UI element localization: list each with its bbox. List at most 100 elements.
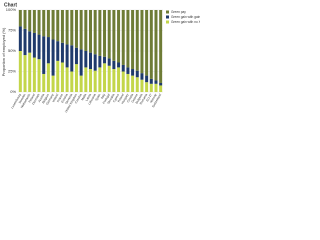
bar-segment	[37, 10, 41, 35]
bar-segment	[117, 62, 121, 68]
bar-segment	[89, 10, 92, 53]
bar-segment	[131, 69, 135, 76]
bar-segment	[46, 37, 50, 64]
bar-segment	[112, 60, 116, 70]
x-tick-label: Luxembourg	[10, 93, 22, 110]
bar-segment	[23, 10, 27, 29]
x-tick-label: Slovakia	[106, 93, 115, 105]
bar-segment	[74, 10, 78, 48]
chart-title: Chart	[4, 2, 17, 8]
bar-segment	[140, 79, 144, 92]
x-tick-label: Slovenia	[64, 93, 73, 105]
bar-segment	[42, 10, 46, 37]
legend-label: Green pay	[171, 10, 186, 14]
x-tick-label: Greece	[130, 93, 139, 104]
bar-segment	[145, 82, 149, 92]
x-tick-label: Netherlands	[20, 92, 32, 108]
x-tick-label: Austria	[37, 93, 45, 103]
bar-segment	[103, 10, 107, 57]
bar-segment	[89, 69, 92, 92]
x-tick-label: Italy	[100, 92, 106, 99]
bar-segment	[79, 49, 83, 76]
bar-segment	[79, 75, 83, 92]
bar-segment	[23, 55, 27, 92]
y-axis-label: Proportion of employed (%)	[1, 27, 6, 76]
x-tick-label: Germany	[45, 92, 55, 105]
bar-segment	[126, 67, 130, 74]
bar-segment	[131, 10, 135, 70]
bar-segment	[117, 67, 121, 92]
x-tick-label: Latvia	[85, 93, 93, 102]
bar-segment	[103, 63, 107, 92]
bar-segment	[84, 10, 88, 51]
bar-segment	[42, 36, 46, 74]
bar-segment	[93, 10, 97, 55]
bar-segment	[135, 77, 139, 92]
bar-segment	[121, 64, 125, 72]
bar-segment	[60, 42, 64, 63]
bar-segment	[65, 10, 69, 45]
bar-segment	[51, 75, 55, 92]
bar-segment	[32, 32, 36, 58]
bar-segment	[23, 28, 27, 56]
bar-segment	[65, 44, 69, 68]
bar-segment	[70, 45, 74, 72]
bar-segment	[98, 10, 102, 56]
bar-segment	[56, 10, 60, 42]
x-tick-label: Norway	[149, 92, 158, 103]
bar-segment	[60, 10, 64, 43]
x-tick-label: France	[56, 93, 64, 103]
bar-segment	[135, 70, 139, 78]
x-tick-label: Ireland	[51, 93, 59, 103]
bar-segment	[154, 83, 158, 92]
bar-segment	[70, 10, 74, 46]
legend-swatch	[166, 10, 169, 14]
bar-segment	[131, 75, 135, 92]
bar-segment	[159, 82, 163, 86]
bar-segment	[93, 54, 97, 71]
x-tick-label: Portugal	[102, 93, 111, 105]
y-tick-label: 25%	[8, 69, 16, 74]
bar-segment	[126, 10, 130, 68]
bar-segment	[126, 73, 130, 92]
x-tick-label: Lithuania	[87, 93, 97, 106]
x-tick-label: Finland	[28, 93, 37, 104]
bar-segment	[84, 67, 88, 92]
bar-segment	[112, 10, 116, 61]
bar-segment	[46, 10, 50, 38]
legend-label: Green gain with gain	[171, 15, 200, 19]
bar-segment	[37, 59, 41, 92]
bar-segment	[140, 73, 144, 80]
bar-segment	[70, 71, 74, 92]
bar-segment	[121, 71, 125, 92]
chart: Chart Proportion of employed (%) 0% 25% 50…	[1, 2, 200, 113]
bar-segment	[79, 10, 83, 50]
x-tick-label: Romania	[139, 93, 149, 106]
x-tick-label: Belgium	[41, 92, 50, 104]
bar-segment	[107, 65, 111, 92]
bar-segment	[149, 78, 153, 84]
bar-segment	[117, 10, 121, 63]
bar-segment	[84, 51, 88, 68]
bar-segment	[140, 10, 144, 74]
y-tick-label: 0%	[10, 89, 16, 94]
bar-segment	[18, 51, 22, 92]
bar-segment	[98, 67, 102, 92]
bar-segment	[56, 41, 60, 61]
bar-segment	[154, 10, 158, 81]
y-tick-label: 100%	[6, 7, 17, 12]
x-tick-label: Croatia	[126, 93, 134, 104]
y-tick-label: 75%	[8, 28, 16, 33]
bar-segment	[51, 39, 55, 76]
bar-segment	[28, 10, 32, 32]
x-tick-label: Switzerland	[151, 93, 162, 109]
bar-segment	[32, 10, 36, 33]
bar-segment	[112, 69, 116, 92]
bar-segment	[51, 10, 55, 40]
bar-segment	[154, 80, 158, 84]
bar-segment	[74, 64, 78, 92]
bar-segment	[37, 34, 41, 60]
bar-segment	[145, 10, 149, 76]
bar-segment	[93, 70, 97, 92]
bar-segment	[135, 10, 139, 71]
